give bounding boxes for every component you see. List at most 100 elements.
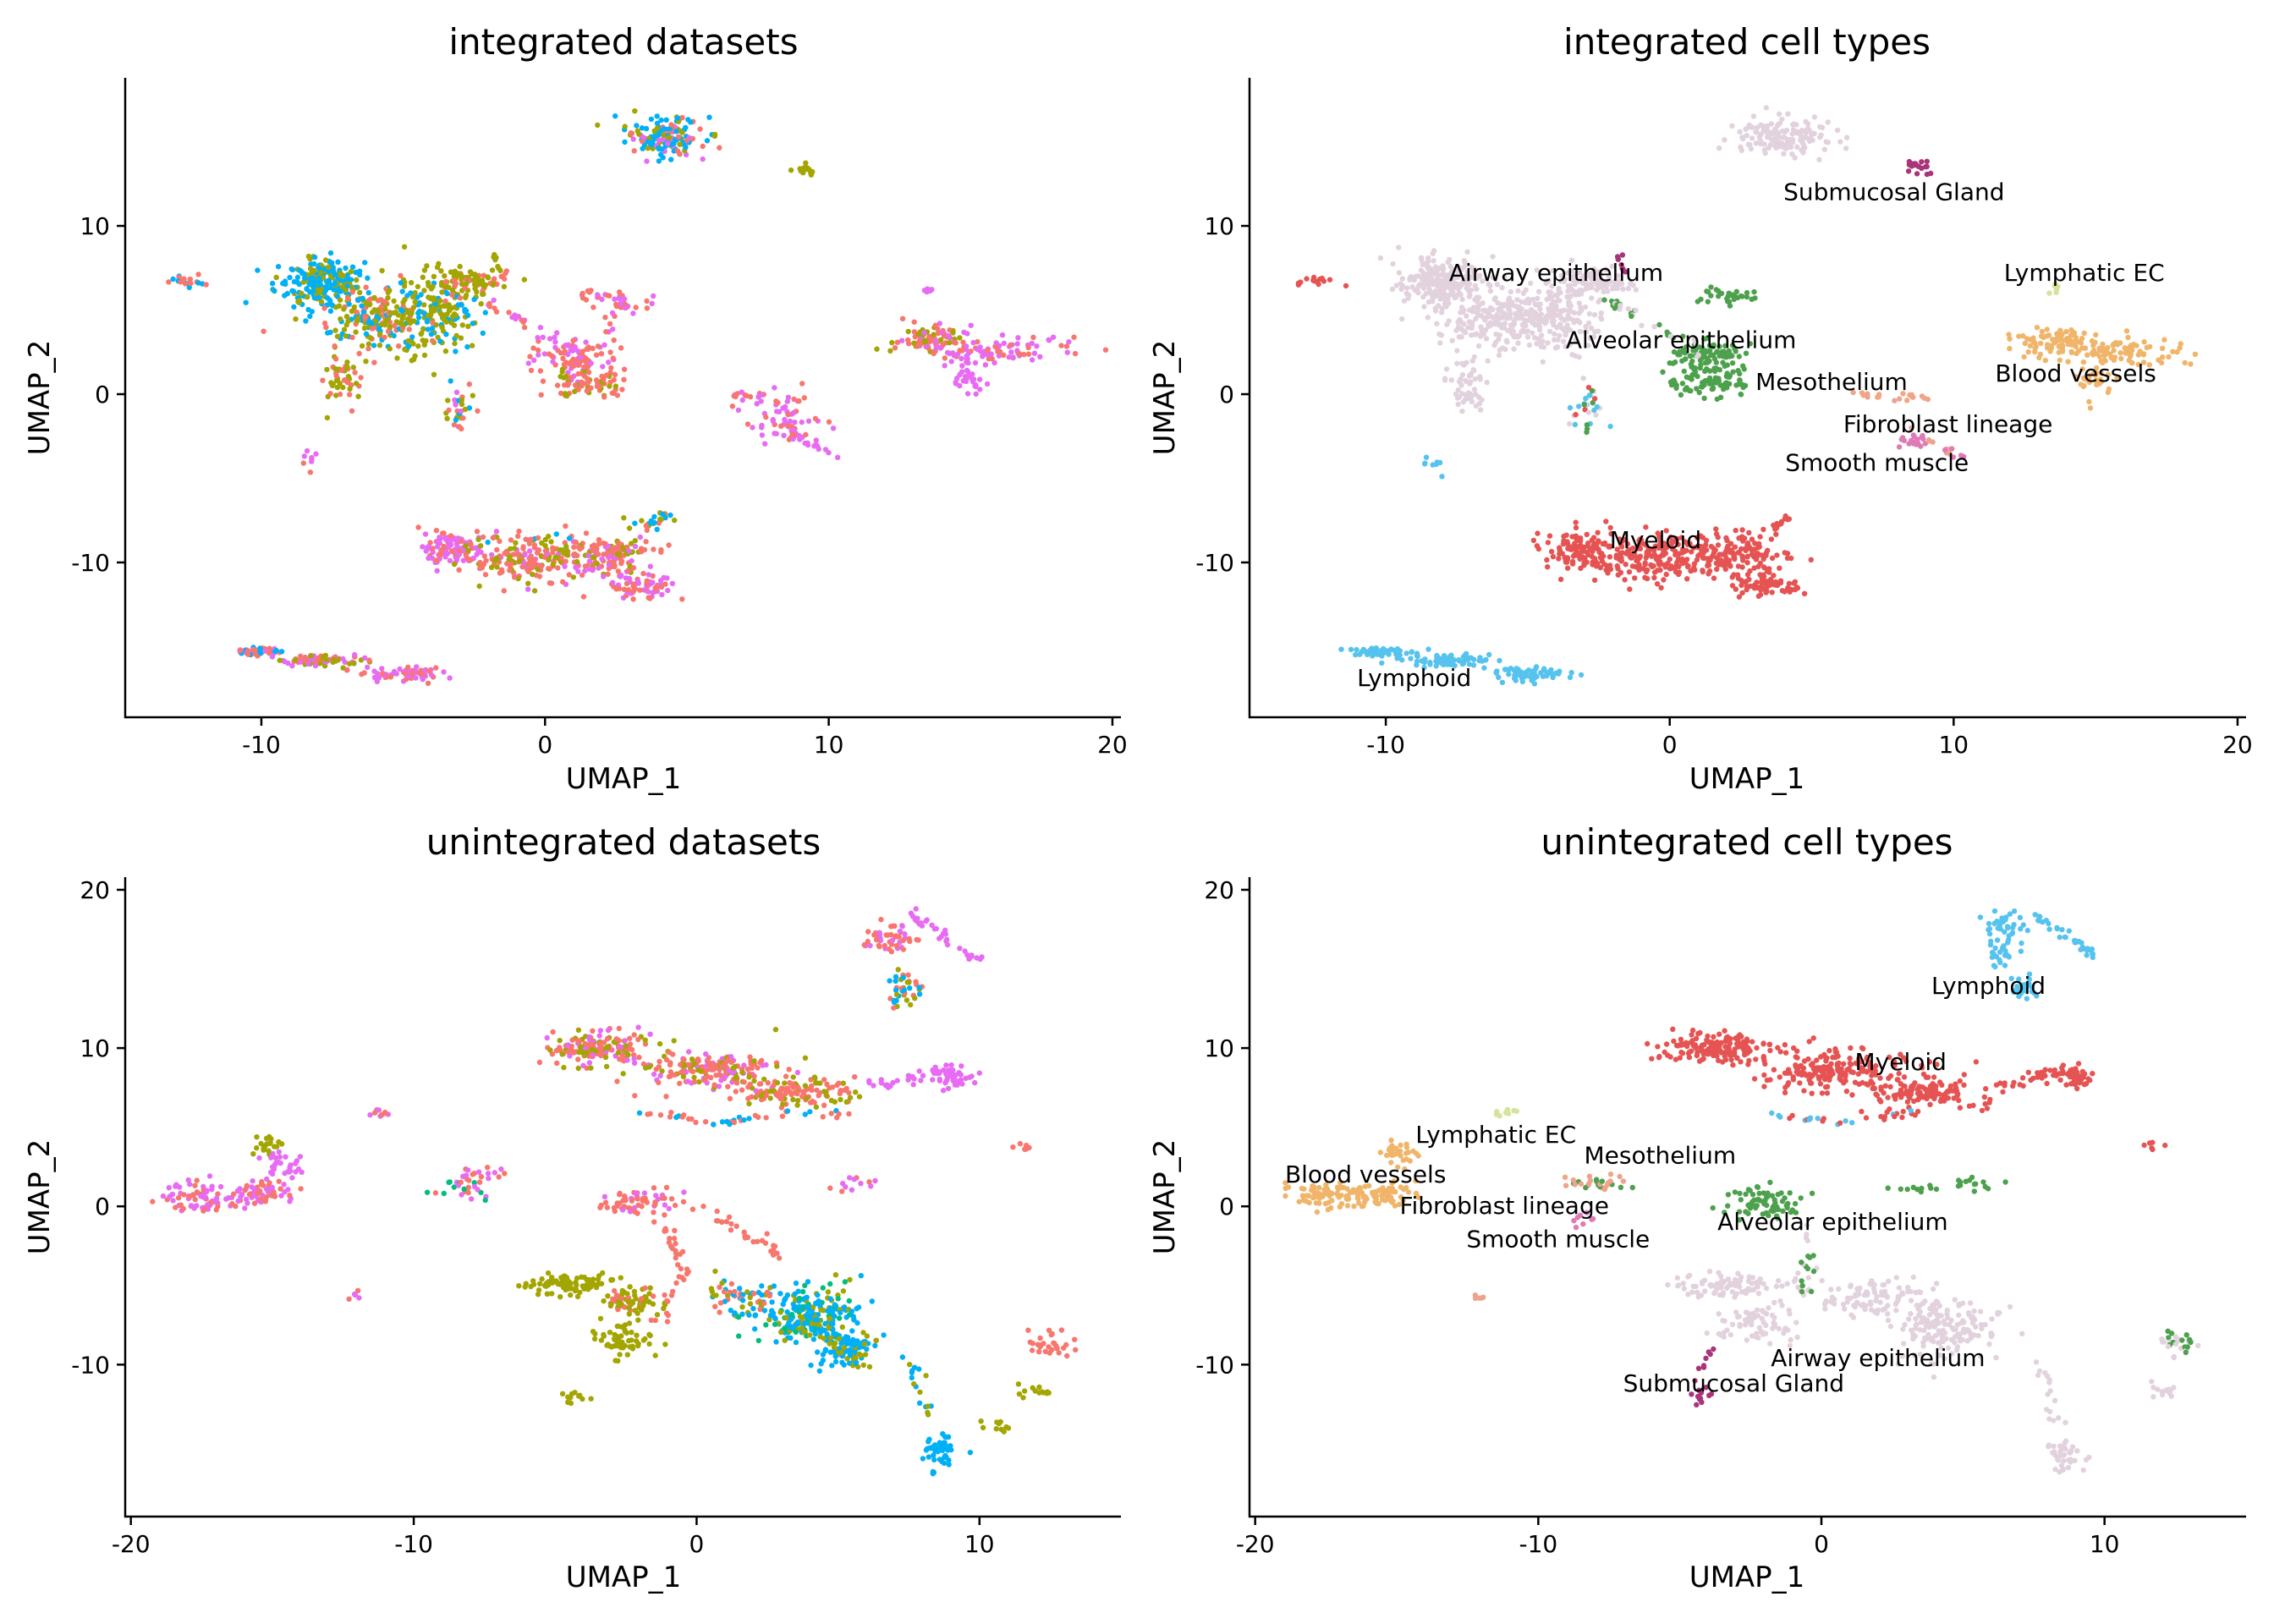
cell-point [345,318,351,324]
cell-point [408,280,415,286]
cell-point [405,337,411,344]
cell-point [661,574,667,581]
cell-point [470,343,475,348]
cell-point [2046,332,2052,338]
cell-point [526,540,533,546]
cell-point [469,271,475,277]
cell-point [2053,289,2059,295]
cell-point [2046,290,2052,296]
cell-point [1549,671,1555,678]
cell-point [482,310,488,315]
cell-point [1678,392,1684,398]
cell-point [1535,317,1542,323]
cell-point [365,275,371,281]
cell-point [1423,454,1430,460]
cell-point [423,548,429,554]
cell-point [343,333,349,339]
cell-point [658,117,664,123]
cell-point [1461,328,1467,334]
cell-point [420,544,426,550]
cell-point [575,370,581,377]
cell-point [656,145,662,151]
cell-point [746,1100,752,1107]
cell-point [405,673,411,679]
cell-point [783,1086,789,1092]
cell-point [291,304,297,310]
cell-point [1431,248,1437,254]
cell-point [649,300,655,307]
cell-point [1782,513,1788,519]
cell-point [947,340,953,346]
cell-point [1601,553,1607,559]
cell-point [406,343,412,349]
cell-point [1622,577,1628,583]
cell-point [984,381,991,387]
cell-point [1572,353,1579,359]
cell-point [442,535,449,541]
y-tick-label: 10 [80,212,110,240]
cluster-label: Myeloid [1610,526,1701,554]
cell-point [585,357,590,363]
cell-point [1475,294,1482,300]
cell-point [480,291,486,298]
cell-point [963,378,969,385]
cell-point [630,310,636,316]
cell-point [565,351,571,358]
cell-point [1589,295,1595,301]
cell-point [905,328,911,335]
cell-point [1575,537,1581,544]
cell-point [1768,536,1775,542]
cell-point [871,932,877,938]
cell-point [426,283,431,288]
cell-point [644,580,650,586]
cell-point [560,579,566,585]
cell-point [782,1080,788,1086]
cell-point [1506,671,1512,678]
cell-point [255,267,261,273]
cell-point [539,540,545,546]
cell-point [702,1076,708,1083]
cell-point [464,280,470,286]
cell-point [1729,123,1735,129]
cell-point [781,432,787,438]
cell-point [1487,304,1494,311]
cell-point [1568,303,1574,309]
cell-point [481,553,487,559]
cell-point [1910,161,1916,167]
cell-point [899,923,905,930]
cell-point [900,946,907,952]
cell-point [414,294,420,300]
cell-point [407,310,413,316]
cell-point [554,1060,560,1067]
cell-point [1420,270,1426,276]
cell-point [618,557,624,563]
cell-point [421,352,428,359]
cell-point [308,653,314,659]
cell-point [401,244,408,250]
cell-point [1711,365,1717,371]
cell-point [449,288,456,294]
cell-point [622,123,628,129]
cell-point [1682,387,1689,392]
cell-point [900,974,906,981]
cell-point [1594,403,1601,410]
cell-point [531,588,538,594]
cell-point [1438,281,1444,287]
cell-point [1540,359,1546,365]
cell-point [776,409,783,414]
cell-point [790,1074,796,1080]
cell-point [1737,377,1743,383]
cell-point [447,557,453,563]
y-tick-label: 0 [95,381,110,409]
cell-point [346,277,353,283]
cell-point [561,1064,567,1071]
cell-point [888,931,894,938]
cell-point [572,388,578,394]
cell-point [1530,296,1536,303]
cell-point [631,1056,637,1062]
cell-point [433,321,439,328]
cell-point [775,399,781,406]
cell-point [1016,351,1023,357]
cell-point [552,334,558,341]
cell-point [993,340,999,346]
